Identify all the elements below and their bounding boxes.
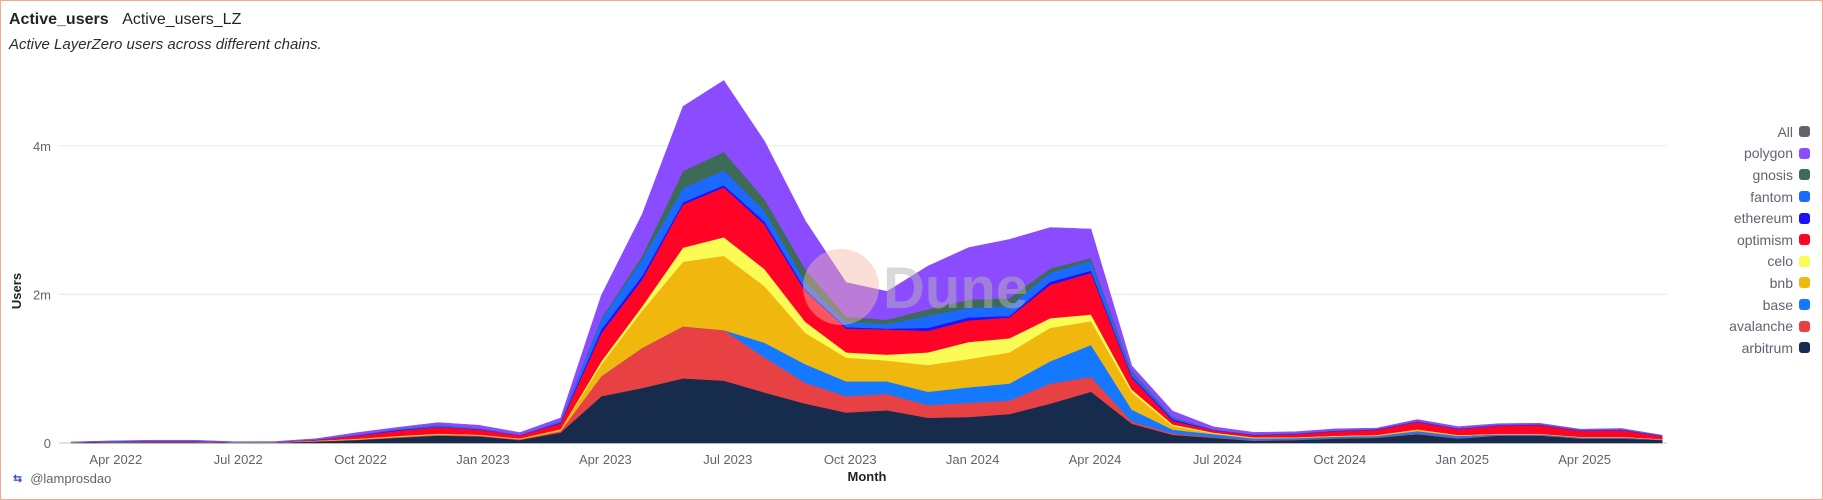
legend-swatch-icon — [1799, 299, 1810, 311]
x-tick-label: Jul 2024 — [1193, 452, 1242, 467]
legend-swatch-icon — [1799, 191, 1810, 203]
x-tick-label: Jul 2022 — [214, 452, 263, 467]
watermark-circle — [803, 249, 879, 325]
author-handle[interactable]: @lamprosdao — [30, 471, 112, 486]
x-tick-label: Apr 2024 — [1069, 452, 1122, 467]
legend-label: gnosis — [1752, 166, 1793, 183]
x-axis-title: Month — [848, 469, 887, 484]
legend-label: celo — [1767, 253, 1793, 270]
legend-swatch-icon — [1799, 320, 1810, 332]
legend-swatch-icon — [1799, 277, 1810, 289]
visualization-title: Active_users_LZ — [122, 11, 242, 28]
legend-label: optimism — [1736, 231, 1793, 248]
legend-swatch-icon — [1799, 147, 1810, 159]
chart-header: Active_users Active_users_LZ — [9, 11, 241, 29]
legend-swatch-icon — [1799, 342, 1810, 354]
legend-label: avalanche — [1729, 318, 1793, 335]
query-title[interactable]: Active_users — [9, 11, 109, 28]
legend-item-base[interactable]: base — [1729, 294, 1810, 316]
legend-label: ethereum — [1733, 210, 1793, 227]
y-tick-label: 2m — [33, 287, 51, 302]
legend-swatch-icon — [1799, 255, 1810, 267]
x-tick-label: Oct 2022 — [334, 452, 387, 467]
y-axis-title: Users — [9, 273, 24, 309]
watermark-text: Dune — [883, 256, 1028, 321]
area-polygon[interactable] — [70, 80, 1663, 443]
y-tick-label: 0 — [44, 436, 51, 451]
legend-label: arbitrum — [1741, 339, 1793, 356]
legend-item-arbitrum[interactable]: arbitrum — [1729, 337, 1810, 359]
legend-swatch-icon — [1799, 126, 1810, 138]
x-tick-label: Apr 2023 — [579, 452, 632, 467]
legend-item-polygon[interactable]: polygon — [1729, 143, 1810, 165]
layerzero-link-icon: ⇆ — [13, 473, 23, 485]
legend-item-bnb[interactable]: bnb — [1729, 272, 1810, 294]
legend-label: bnb — [1769, 274, 1793, 291]
y-tick-label: 4m — [33, 139, 51, 154]
x-tick-label: Oct 2024 — [1313, 452, 1366, 467]
legend-item-optimism[interactable]: optimism — [1729, 229, 1810, 251]
legend-item-avalanche[interactable]: avalanche — [1729, 315, 1810, 337]
author-credit[interactable]: ⇆ @lamprosdao — [13, 471, 111, 486]
x-axis-ticks: Apr 2022 Jul 2022 Oct 2022 Jan 2023 Apr 2023… — [89, 452, 1611, 467]
x-tick-label: Jan 2025 — [1435, 452, 1489, 467]
legend-swatch-icon — [1799, 169, 1810, 181]
x-tick-label: Oct 2023 — [824, 452, 877, 467]
legend-item-gnosis[interactable]: gnosis — [1729, 164, 1810, 186]
legend-item-celo[interactable]: celo — [1729, 251, 1810, 273]
x-tick-label: Jan 2024 — [946, 452, 1000, 467]
legend-label: All — [1777, 123, 1793, 140]
x-tick-label: Jan 2023 — [456, 452, 510, 467]
area-series — [70, 80, 1663, 444]
legend-item-ethereum[interactable]: ethereum — [1729, 207, 1810, 229]
legend-label: polygon — [1743, 145, 1793, 162]
legend-item-all[interactable]: All — [1729, 121, 1810, 143]
chart-description: Active LayerZero users across different … — [9, 36, 322, 53]
x-tick-label: Jul 2023 — [703, 452, 752, 467]
legend-item-fantom[interactable]: fantom — [1729, 186, 1810, 208]
dune-watermark: Dune — [803, 249, 1028, 325]
legend-label: base — [1762, 296, 1793, 313]
legend-label: fantom — [1750, 188, 1793, 205]
x-tick-label: Apr 2022 — [89, 452, 142, 467]
x-tick-label: Apr 2025 — [1558, 452, 1611, 467]
y-axis-ticks: 0 2m 4m — [33, 139, 51, 451]
legend-swatch-icon — [1799, 212, 1810, 224]
chart-legend: All polygon gnosis fantom ethereum optimism ce… — [1729, 121, 1810, 359]
legend-swatch-icon — [1799, 234, 1810, 246]
